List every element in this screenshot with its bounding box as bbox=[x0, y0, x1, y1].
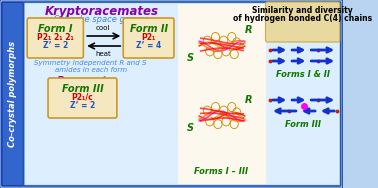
FancyBboxPatch shape bbox=[27, 18, 84, 58]
Text: Z’ = 2: Z’ = 2 bbox=[70, 101, 95, 110]
Text: of hydrogen bonded C(4) chains: of hydrogen bonded C(4) chains bbox=[233, 14, 372, 23]
Bar bbox=[25, 4, 178, 184]
Text: S: S bbox=[187, 123, 194, 133]
Text: Z’ = 4: Z’ = 4 bbox=[136, 41, 161, 50]
Text: P2₁/c: P2₁/c bbox=[71, 93, 93, 102]
FancyBboxPatch shape bbox=[265, 2, 340, 42]
Text: Symmetry independent R and S
amides in each form: Symmetry independent R and S amides in e… bbox=[34, 60, 147, 73]
Text: Co-crystal polymorphs: Co-crystal polymorphs bbox=[8, 41, 17, 147]
Text: Form III: Form III bbox=[62, 84, 103, 94]
Text: Kryptoracemates: Kryptoracemates bbox=[45, 5, 158, 18]
Text: P2₁: P2₁ bbox=[141, 33, 156, 42]
Text: P2₁ 2₁ 2₁: P2₁ 2₁ 2₁ bbox=[37, 33, 74, 42]
Text: Similarity and diversity: Similarity and diversity bbox=[252, 6, 353, 15]
Text: Form III: Form III bbox=[285, 120, 321, 129]
Text: Form II: Form II bbox=[130, 24, 168, 34]
Bar bbox=[178, 4, 266, 184]
Text: Forms I & II: Forms I & II bbox=[276, 70, 330, 79]
Text: Racemate: Racemate bbox=[57, 76, 115, 86]
Bar bbox=[266, 4, 339, 184]
FancyBboxPatch shape bbox=[123, 18, 174, 58]
Text: S: S bbox=[187, 53, 194, 63]
FancyBboxPatch shape bbox=[23, 2, 341, 186]
Text: heat: heat bbox=[95, 51, 111, 57]
Text: Form I: Form I bbox=[38, 24, 73, 34]
Text: cool: cool bbox=[96, 25, 110, 31]
Text: R: R bbox=[245, 95, 252, 105]
FancyBboxPatch shape bbox=[48, 78, 117, 118]
FancyBboxPatch shape bbox=[0, 0, 344, 188]
Text: Sohncke space groups: Sohncke space groups bbox=[54, 15, 149, 24]
Text: R: R bbox=[245, 25, 252, 35]
FancyBboxPatch shape bbox=[2, 2, 23, 186]
Text: Z’ = 2: Z’ = 2 bbox=[43, 41, 68, 50]
Text: Forms I – III: Forms I – III bbox=[194, 167, 248, 176]
